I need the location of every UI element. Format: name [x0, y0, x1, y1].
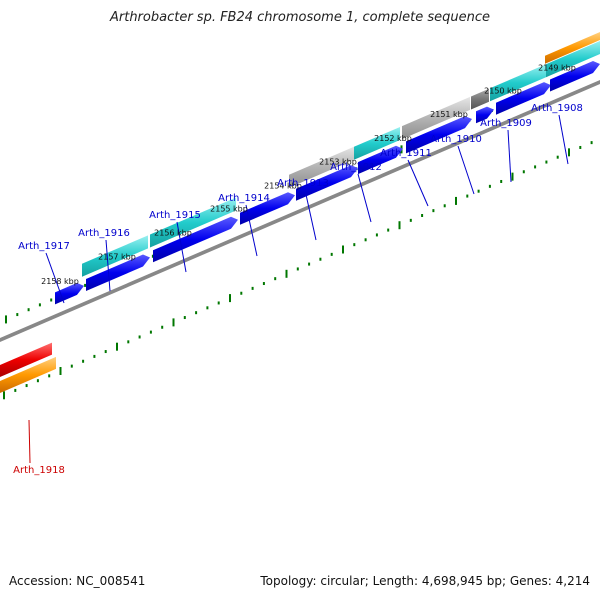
gene-leader-line — [558, 114, 569, 165]
gene-label-arth-1914[interactable]: Arth_1914 — [218, 193, 270, 204]
gene-leader-line — [45, 252, 65, 304]
cds-arrow[interactable] — [86, 254, 150, 292]
gene-leader-line — [28, 419, 31, 464]
feature-bar[interactable] — [289, 145, 356, 188]
genome-backbone — [0, 80, 600, 342]
feature-bar[interactable] — [150, 197, 236, 248]
gene-leader-line — [105, 239, 111, 292]
reverse-gene-red[interactable] — [0, 342, 52, 377]
gene-label-arth-1913[interactable]: Arth_1913 — [277, 178, 329, 189]
accession-text: Accession: NC_008541 — [9, 574, 146, 588]
gene-label-arth-1908[interactable]: Arth_1908 — [531, 103, 583, 114]
reverse-gene-orange[interactable] — [0, 356, 56, 393]
gene-label-arth-1912[interactable]: Arth_1912 — [330, 162, 382, 173]
scale-label: 2152 kbp — [374, 134, 412, 143]
scale-label: 2154 kbp — [264, 181, 302, 190]
genome-summary-text: Topology: circular; Length: 4,698,945 bp… — [260, 574, 590, 588]
scale-label: 2150 kbp — [484, 87, 522, 96]
gene-label-arth-1909[interactable]: Arth_1909 — [480, 118, 532, 129]
scale-label: 2157 kbp — [98, 253, 136, 262]
cds-arrow[interactable] — [406, 116, 472, 154]
cds-arrow[interactable] — [296, 165, 358, 201]
scale-label: 2149 kbp — [538, 63, 576, 72]
cds-arrow[interactable] — [476, 106, 494, 124]
gene-leader-line — [357, 173, 372, 223]
gene-label-arth-1917[interactable]: Arth_1917 — [18, 241, 70, 252]
cds-arrow[interactable] — [550, 61, 600, 92]
gene-label-arth-1918[interactable]: Arth_1918 — [13, 465, 65, 476]
map-title: Arthrobacter sp. FB24 chromosome 1, comp… — [109, 10, 491, 25]
scale-label: 2153 kbp — [319, 158, 357, 167]
feature-bar[interactable] — [402, 96, 470, 140]
scale-label: 2151 kbp — [430, 110, 468, 119]
gene-leader-line — [457, 145, 475, 195]
cds-arrow[interactable] — [153, 216, 238, 263]
gene-leader-line — [304, 189, 317, 241]
gene-label-arth-1910[interactable]: Arth_1910 — [430, 134, 482, 145]
scale-label: 2158 kbp — [41, 277, 79, 286]
gene-label-arth-1916[interactable]: Arth_1916 — [78, 228, 130, 239]
gene-label-arth-1911[interactable]: Arth_1911 — [380, 148, 432, 159]
scale-label: 2155 kbp — [210, 205, 248, 214]
cds-arrow[interactable] — [358, 145, 403, 175]
gene-leader-line — [507, 129, 512, 183]
gene-leader-line — [245, 204, 258, 257]
feature-bar-orange[interactable] — [545, 32, 600, 64]
gene-leader-line — [407, 159, 429, 207]
scale-label: 2156 kbp — [154, 229, 192, 238]
gene-leader-line — [176, 221, 187, 273]
feature-bar[interactable] — [490, 64, 546, 102]
cds-arrow[interactable] — [496, 82, 551, 115]
gene-label-arth-1915[interactable]: Arth_1915 — [149, 210, 201, 221]
feature-bar[interactable] — [82, 235, 148, 277]
feature-bar[interactable] — [546, 41, 600, 78]
feature-bar[interactable] — [354, 127, 400, 160]
cds-arrow[interactable] — [240, 192, 295, 225]
feature-bar[interactable] — [471, 88, 489, 110]
